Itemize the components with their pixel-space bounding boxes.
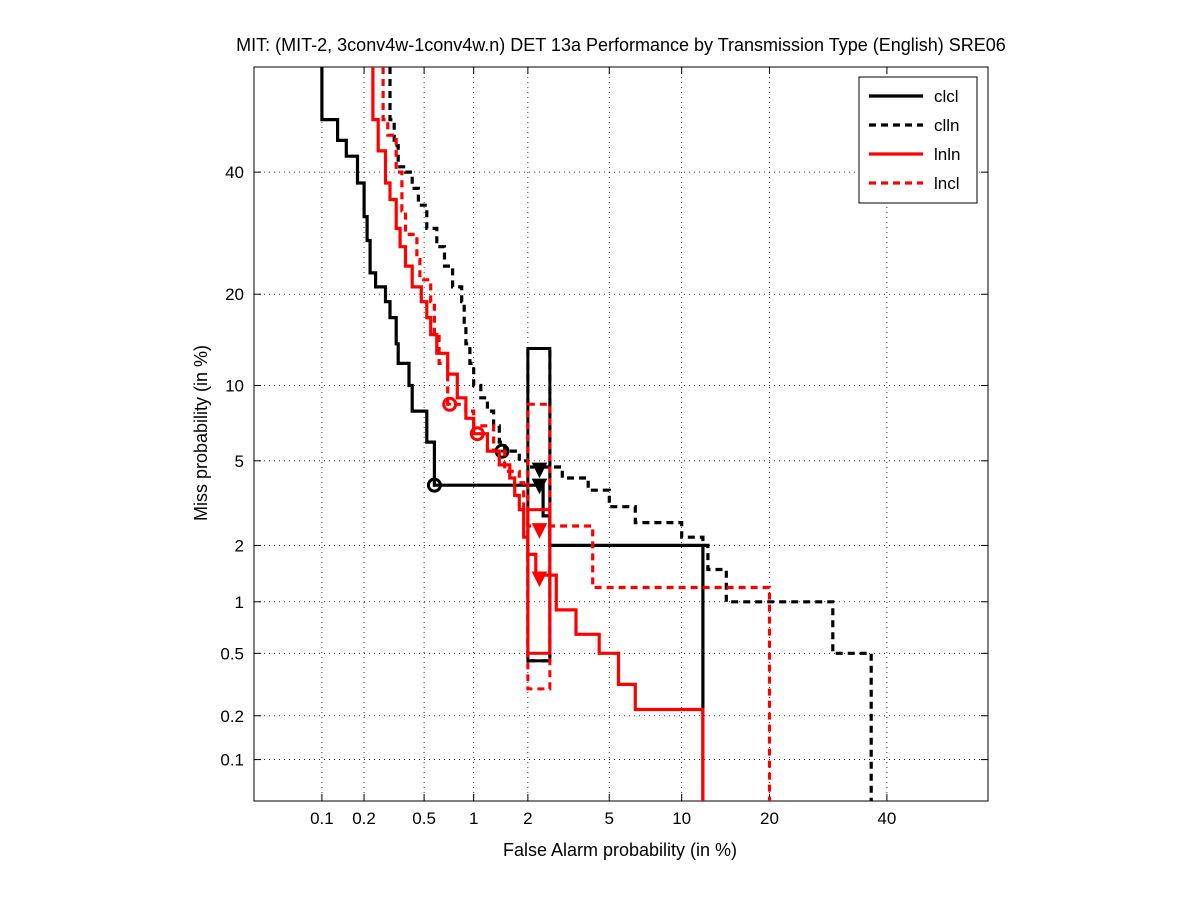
det-curve-lnln [371, 67, 705, 801]
y-axis-label: Miss probability (in %) [191, 345, 211, 521]
min-dcf-center-lncl [448, 402, 452, 406]
series-clcl [320, 67, 705, 801]
x-tick-label: 2 [523, 809, 532, 828]
x-tick-label: 5 [605, 809, 614, 828]
y-tick-label: 0.2 [220, 707, 244, 726]
legend: clcl clln lnln lncl [858, 76, 978, 204]
det-curve-lncl [381, 67, 772, 801]
series-layer [320, 67, 873, 801]
series-clln [388, 67, 873, 801]
legend-label-clcl: clcl [934, 87, 959, 106]
min-dcf-marker-lncl [442, 396, 458, 412]
y-tick-label: 10 [225, 377, 244, 396]
x-tick-label: 20 [760, 809, 779, 828]
min-dcf-marker-lnln [469, 426, 485, 442]
series-lncl [381, 67, 772, 801]
x-tick-label: 0.5 [412, 809, 436, 828]
act-dcf-marker-clcl [531, 478, 548, 495]
confidence-box-clln [526, 346, 552, 663]
x-tick-label: 10 [672, 809, 691, 828]
x-tick-label: 0.1 [310, 809, 334, 828]
plot-area-frame [253, 66, 989, 802]
x-axis-label: False Alarm probability (in %) [503, 840, 737, 860]
act-dcf-marker-lnln [531, 571, 548, 588]
act-dcf-marker-lncl [531, 523, 548, 539]
y-axis: 0.1 0.2 0.5 1 2 5 10 20 40 [220, 163, 988, 770]
legend-label-clln: clln [934, 116, 960, 135]
min-dcf-center-clln [500, 449, 504, 453]
det-curve-clcl [320, 67, 705, 801]
act-dcf-marker-clln [531, 462, 548, 479]
legend-label-lnln: lnln [934, 145, 960, 164]
min-dcf-center-lnln [475, 432, 479, 436]
y-tick-label: 5 [235, 452, 244, 471]
y-tick-label: 0.1 [220, 751, 244, 770]
x-tick-label: 1 [469, 809, 478, 828]
confidence-box-lncl [526, 402, 552, 691]
confidence-box-clcl [526, 346, 552, 663]
min-dcf-marker-clcl [426, 477, 442, 493]
chart-title: MIT: (MIT-2, 3conv4w-1conv4w.n) DET 13a … [236, 35, 1006, 55]
series-lnln [371, 67, 705, 801]
legend-label-lncl: lncl [934, 174, 960, 193]
x-axis: 0.1 0.2 0.5 1 2 5 10 20 40 [310, 67, 896, 828]
y-tick-label: 1 [235, 593, 244, 612]
x-tick-label: 40 [877, 809, 896, 828]
x-tick-label: 0.2 [352, 809, 376, 828]
det-curve-clln [388, 67, 873, 801]
y-tick-label: 2 [235, 536, 244, 555]
y-tick-label: 20 [225, 285, 244, 304]
y-tick-label: 40 [225, 163, 244, 182]
min-dcf-center-clcl [432, 483, 436, 487]
y-tick-label: 0.5 [220, 644, 244, 663]
